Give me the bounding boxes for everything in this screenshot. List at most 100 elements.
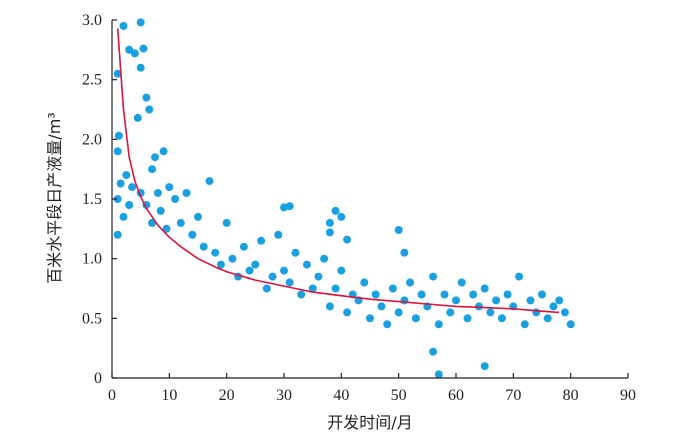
scatter-point — [440, 290, 449, 299]
scatter-point — [142, 93, 151, 102]
scatter-point — [434, 370, 443, 379]
scatter-point — [302, 260, 311, 269]
scatter-point — [314, 272, 323, 281]
scatter-point — [133, 113, 142, 122]
scatter-point — [538, 290, 546, 299]
scatter-point — [474, 302, 483, 311]
scatter-point — [182, 189, 191, 197]
scatter-point — [325, 228, 334, 237]
scatter-point — [116, 179, 125, 188]
scatter-point — [151, 153, 159, 162]
scatter-point — [262, 284, 271, 293]
scatter-point — [119, 22, 128, 30]
y-tick-label: 1.0 — [82, 251, 102, 268]
y-tick-label: 1.5 — [82, 191, 102, 208]
scatter-point — [113, 147, 122, 156]
scatter-point — [325, 302, 334, 311]
scatter-point — [520, 320, 529, 329]
x-tick-label: 90 — [620, 387, 636, 404]
scatter-point — [480, 362, 489, 371]
scatter-point — [360, 278, 369, 287]
scatter-point — [228, 254, 237, 263]
scatter-point — [171, 195, 180, 203]
scatter-point — [463, 314, 472, 323]
scatter-point — [469, 290, 478, 299]
scatter-point — [457, 278, 466, 287]
scatter-point — [394, 308, 403, 317]
scatter-point — [257, 236, 266, 245]
scatter-points — [113, 18, 575, 379]
scatter-point — [113, 69, 122, 78]
scatter-point — [486, 308, 495, 317]
x-axis-title: 开发时间/月 — [327, 413, 412, 432]
scatter-point — [222, 218, 231, 227]
scatter-point — [162, 224, 171, 233]
scatter-point — [429, 347, 438, 356]
x-tick-label: 20 — [219, 387, 235, 404]
x-tick-label: 0 — [108, 387, 116, 404]
scatter-point — [216, 260, 225, 269]
scatter-point — [532, 308, 541, 317]
x-tick-label: 60 — [448, 387, 464, 404]
scatter-point — [406, 278, 415, 287]
y-tick-label: 3.0 — [82, 12, 102, 29]
scatter-point — [291, 248, 300, 257]
scatter-point — [446, 308, 455, 317]
scatter-point — [411, 314, 420, 323]
scatter-point — [194, 212, 202, 221]
scatter-point — [199, 242, 208, 251]
scatter-point — [119, 212, 128, 221]
scatter-point — [188, 230, 197, 239]
x-axis-ticks: 0 10 20 30 40 50 60 70 80 90 — [108, 373, 636, 404]
scatter-point — [125, 201, 134, 209]
scatter-point — [515, 272, 524, 281]
x-tick-label: 10 — [161, 387, 177, 404]
scatter-point — [337, 266, 346, 275]
x-tick-label: 40 — [333, 387, 349, 404]
scatter-point — [280, 266, 288, 275]
scatter-point — [308, 284, 317, 293]
scatter-point — [555, 296, 564, 305]
scatter-point — [125, 45, 134, 54]
scatter-point — [268, 272, 277, 281]
scatter-point — [239, 242, 248, 251]
scatter-point — [343, 235, 352, 244]
scatter-point — [377, 302, 386, 311]
x-tick-label: 80 — [563, 387, 579, 404]
y-tick-label: 0.5 — [82, 310, 102, 327]
scatter-point — [136, 63, 145, 72]
scatter-point — [343, 308, 352, 317]
x-tick-label: 30 — [276, 387, 292, 404]
scatter-point — [148, 165, 157, 174]
scatter-point — [165, 183, 174, 192]
scatter-point — [211, 248, 220, 257]
scatter-point — [452, 296, 460, 305]
y-tick-label: 0 — [94, 370, 102, 387]
scatter-point — [113, 230, 122, 239]
scatter-point — [128, 183, 137, 192]
fit-curve-layer — [116, 28, 560, 314]
scatter-point — [331, 206, 340, 215]
scatter-point — [497, 314, 506, 323]
scatter-point — [543, 314, 552, 323]
scatter-point — [114, 131, 123, 140]
x-tick-label: 70 — [505, 387, 521, 404]
scatter-point — [429, 272, 438, 281]
scatter-point — [297, 290, 306, 299]
scatter-point — [383, 320, 392, 329]
y-tick-label: 2.0 — [82, 131, 102, 148]
scatter-point — [331, 284, 340, 293]
scatter-point — [153, 189, 162, 197]
scatter-point — [274, 230, 283, 239]
scatter-point — [156, 206, 165, 215]
scatter-point — [400, 248, 409, 257]
scatter-point — [320, 254, 329, 263]
scatter-point — [325, 218, 334, 227]
scatter-point — [176, 218, 185, 227]
scatter-point — [366, 314, 374, 323]
scatter-point — [205, 177, 214, 186]
scatter-point — [417, 290, 426, 299]
scatter-point — [503, 290, 512, 299]
scatter-point — [136, 18, 145, 27]
scatter-point — [394, 226, 403, 234]
